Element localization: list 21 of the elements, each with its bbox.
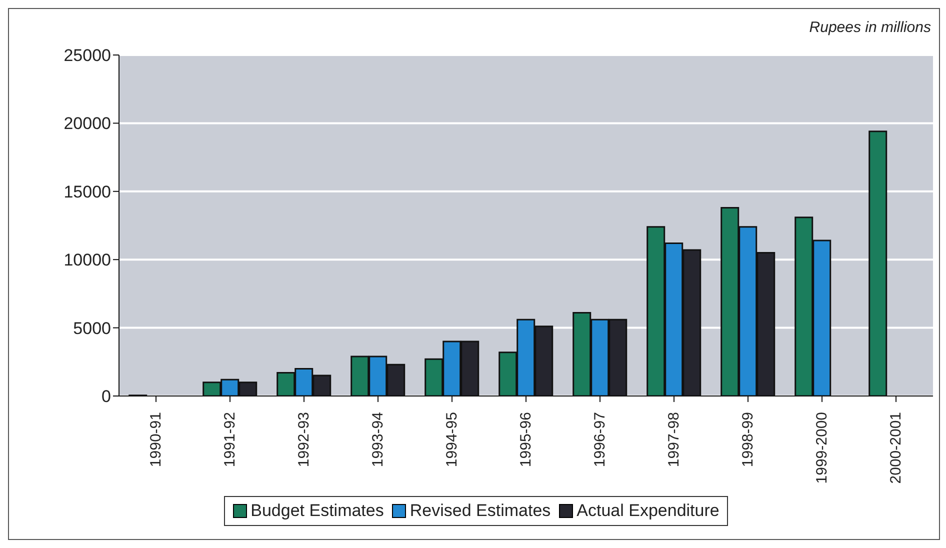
x-tick-label: 1993-94 [370, 412, 386, 468]
y-tick-label: 0 [102, 387, 111, 406]
text: Rupees in millions [809, 19, 931, 36]
x-tick-label: 2000-2001 [888, 412, 904, 484]
x-tick-label: 1997-98 [666, 412, 682, 468]
y-tick-label: 5000 [73, 318, 111, 338]
x-tick-label: 1998-99 [740, 412, 756, 468]
x-tick-label: 1996-97 [592, 412, 608, 468]
legend-label: Budget Estimates [250, 501, 384, 521]
legend-label: Revised Estimates [408, 501, 551, 521]
x-tick-label: 1992-93 [296, 412, 312, 468]
legend-label: Actual Expenditure [576, 501, 720, 521]
x-tick-label: 1994-95 [444, 412, 460, 468]
x-tick-label: 1999-2000 [814, 412, 830, 484]
y-tick-label: 25000 [64, 46, 111, 66]
x-tick-label: 1995-96 [518, 412, 534, 468]
y-tick-label: 20000 [64, 114, 111, 134]
x-tick-label: 1991-92 [222, 412, 238, 468]
y-tick-label: 10000 [64, 250, 111, 270]
y-tick-label: 15000 [64, 182, 111, 202]
x-tick-label: 1990-91 [148, 412, 164, 468]
